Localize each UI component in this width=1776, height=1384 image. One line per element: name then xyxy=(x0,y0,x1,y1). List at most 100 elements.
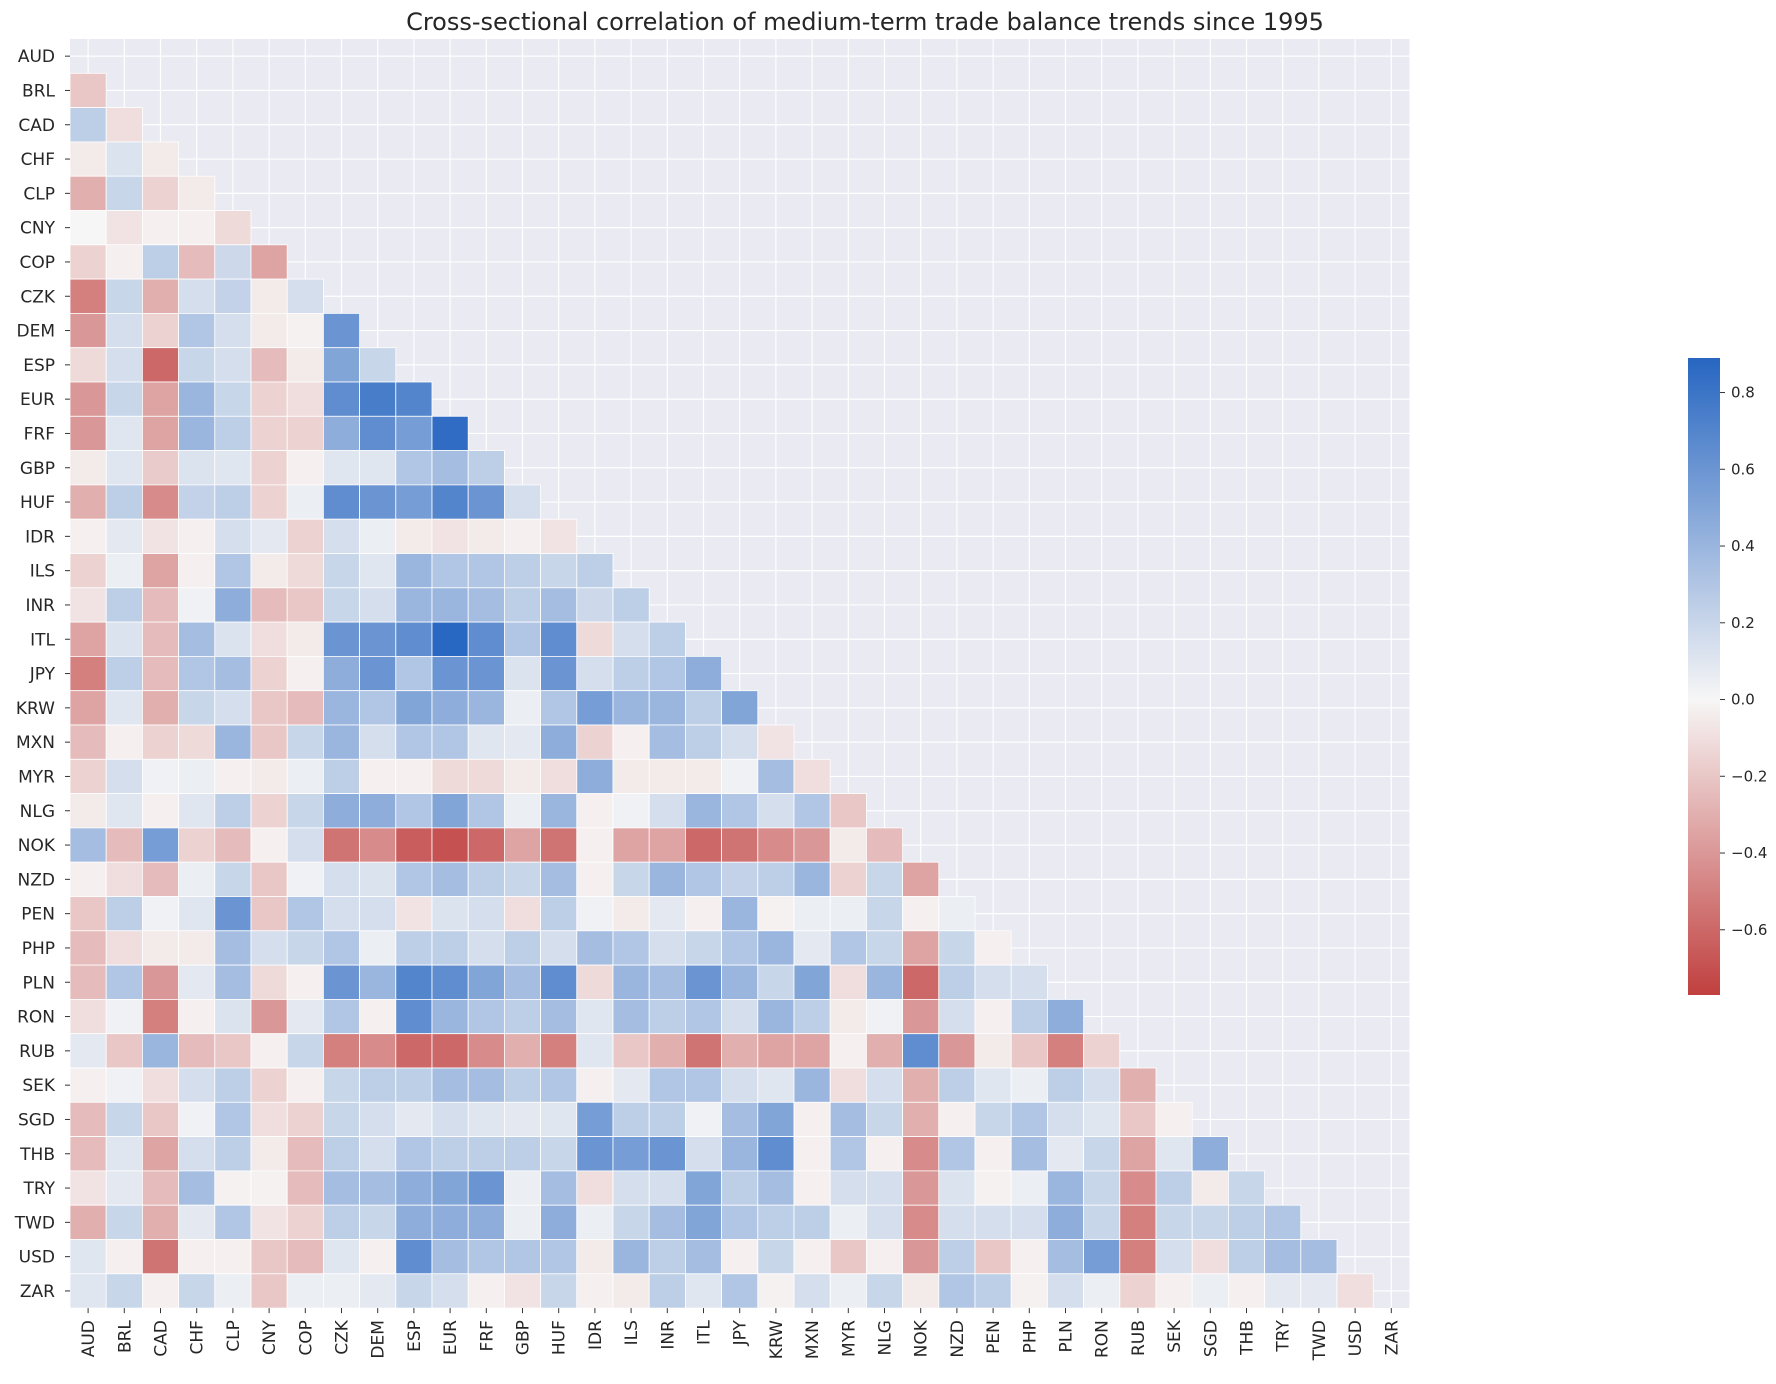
heatmap-cell-NZD-FRF xyxy=(467,861,505,897)
heatmap-cell-GBP-CHF xyxy=(178,450,216,486)
heatmap-cell-SEK-ITL xyxy=(685,1067,723,1103)
heatmap-cell-TRY-CZK xyxy=(322,1170,360,1206)
colorbar-tick-label: −0.6 xyxy=(1731,921,1767,939)
x-tick-label-CLP: CLP xyxy=(224,1320,244,1352)
heatmap-cell-TRY-THB xyxy=(1228,1170,1266,1206)
heatmap-cell-SGD-CNY xyxy=(250,1101,288,1138)
y-tick-label-TWD: TWD xyxy=(14,1213,55,1233)
heatmap-cell-MXN-CAD xyxy=(141,724,179,760)
heatmap-cell-ZAR-IDR xyxy=(576,1273,614,1309)
heatmap-cell-TRY-BRL xyxy=(105,1170,143,1206)
heatmap-cell-USD-CHF xyxy=(178,1239,216,1275)
heatmap-cell-SEK-CNY xyxy=(250,1067,288,1103)
heatmap-cell-IDR-CNY xyxy=(250,518,288,554)
heatmap-cell-TRY-CNY xyxy=(250,1170,288,1206)
heatmap-cell-ZAR-NLG xyxy=(866,1273,904,1309)
heatmap-cell-TWD-NOK xyxy=(902,1204,940,1240)
heatmap-cell-CZK-CHF xyxy=(178,278,216,314)
heatmap-cell-ZAR-CAD xyxy=(141,1273,179,1309)
heatmap-cell-NLG-IDR xyxy=(576,793,614,829)
heatmap-cell-PHP-BRL xyxy=(105,930,143,966)
x-tick-label-PEN: PEN xyxy=(984,1320,1004,1354)
heatmap-cell-NZD-EUR xyxy=(431,861,469,897)
heatmap-cell-RUB-PLN xyxy=(1047,1033,1085,1069)
heatmap-cell-ITL-INR xyxy=(648,621,686,657)
heatmap-cell-ILS-CLP xyxy=(214,553,252,589)
heatmap-cell-PLN-CNY xyxy=(250,964,288,1000)
heatmap-cell-ITL-CLP xyxy=(214,621,252,657)
heatmap-cell-EUR-CZK xyxy=(322,381,360,417)
heatmap-cell-ZAR-COP xyxy=(286,1273,324,1309)
heatmap-cell-MYR-CZK xyxy=(322,758,360,794)
heatmap-cell-THB-CZK xyxy=(322,1136,360,1172)
heatmap-cell-MXN-DEM xyxy=(359,724,397,760)
heatmap-cell-JPY-INR xyxy=(648,656,686,692)
heatmap-cell-KRW-INR xyxy=(648,690,686,726)
y-tick-label-CAD: CAD xyxy=(18,116,55,136)
heatmap-cell-CLP-CAD xyxy=(141,175,179,211)
heatmap-cell-PEN-ILS xyxy=(612,896,650,932)
heatmap-cell-SGD-PLN xyxy=(1047,1101,1085,1138)
heatmap-cell-GBP-CLP xyxy=(214,450,252,486)
y-tick-label-SGD: SGD xyxy=(18,1110,55,1130)
heatmap-cell-PEN-CHF xyxy=(178,896,216,932)
heatmap-cell-ITL-COP xyxy=(286,621,324,657)
heatmap-cell-SGD-CHF xyxy=(178,1101,216,1138)
heatmap-cell-SGD-AUD xyxy=(69,1101,107,1138)
heatmap-cell-RON-PHP xyxy=(1010,999,1048,1035)
heatmap-cell-SGD-NZD xyxy=(938,1101,976,1138)
heatmap-cell-RUB-NLG xyxy=(866,1033,904,1069)
heatmap-cell-RUB-MXN xyxy=(793,1033,831,1069)
heatmap-cell-SEK-CHF xyxy=(178,1067,216,1103)
heatmap-cell-ZAR-TRY xyxy=(1264,1273,1302,1309)
heatmap-cell-SGD-HUF xyxy=(540,1101,578,1138)
heatmap-cell-ESP-DEM xyxy=(359,347,397,383)
heatmap-cell-THB-CNY xyxy=(250,1136,288,1172)
heatmap-cell-KRW-CNY xyxy=(250,690,288,726)
heatmap-cell-TRY-JPY xyxy=(721,1170,759,1206)
heatmap-cell-DEM-CNY xyxy=(250,312,288,349)
heatmap-cell-ZAR-KRW xyxy=(757,1273,795,1309)
heatmap-cell-SEK-MXN xyxy=(793,1067,831,1103)
x-tick-label-COP: COP xyxy=(296,1320,316,1356)
heatmap-cell-ZAR-NOK xyxy=(902,1273,940,1309)
heatmap-cell-NOK-HUF xyxy=(540,827,578,863)
heatmap-cell-PLN-DEM xyxy=(359,964,397,1000)
heatmap-cell-RUB-HUF xyxy=(540,1033,578,1069)
heatmap-cell-PLN-CHF xyxy=(178,964,216,1000)
heatmap-cell-SEK-CLP xyxy=(214,1067,252,1103)
heatmap-cell-TWD-GBP xyxy=(503,1204,541,1240)
heatmap-cell-MXN-COP xyxy=(286,724,324,760)
x-tick-label-KRW: KRW xyxy=(767,1320,787,1359)
heatmap-cell-PLN-INR xyxy=(648,964,686,1000)
heatmap-cell-PLN-EUR xyxy=(431,964,469,1000)
heatmap-cell-TRY-DEM xyxy=(359,1170,397,1206)
heatmap-cell-CZK-BRL xyxy=(105,278,143,314)
heatmap-cell-NZD-JPY xyxy=(721,861,759,897)
heatmap-cell-RON-COP xyxy=(286,999,324,1035)
heatmap-cell-CAD-BRL xyxy=(105,107,143,143)
heatmap-cell-PHP-JPY xyxy=(721,930,759,966)
heatmap-cell-TRY-CLP xyxy=(214,1170,252,1206)
heatmap-cell-JPY-CHF xyxy=(178,656,216,692)
heatmap-cell-COP-CLP xyxy=(214,244,252,280)
heatmap-cell-INR-HUF xyxy=(540,587,578,623)
heatmap-cell-TRY-RON xyxy=(1083,1170,1121,1206)
heatmap-cell-NOK-ESP xyxy=(395,827,433,863)
heatmap-cell-RUB-NZD xyxy=(938,1033,976,1069)
x-tick-label-RON: RON xyxy=(1093,1320,1113,1358)
heatmap-cell-TRY-GBP xyxy=(503,1170,541,1206)
heatmap-cell-PEN-KRW xyxy=(757,896,795,932)
heatmap-cell-USD-KRW xyxy=(757,1239,795,1275)
heatmap-cell-USD-MYR xyxy=(829,1239,867,1275)
heatmap-cell-SEK-NZD xyxy=(938,1067,976,1103)
heatmap-cell-IDR-CAD xyxy=(141,518,179,554)
heatmap-cell-GBP-BRL xyxy=(105,450,143,486)
x-tick-label-JPY: JPY xyxy=(731,1319,751,1346)
heatmap-cell-CLP-CHF xyxy=(178,175,216,211)
heatmap-cell-CNY-CHF xyxy=(178,210,216,246)
heatmap-cell-ITL-FRF xyxy=(467,621,505,657)
heatmap-cell-INR-GBP xyxy=(503,587,541,623)
heatmap-cell-RUB-MYR xyxy=(829,1033,867,1069)
heatmap-cell-RUB-GBP xyxy=(503,1033,541,1069)
